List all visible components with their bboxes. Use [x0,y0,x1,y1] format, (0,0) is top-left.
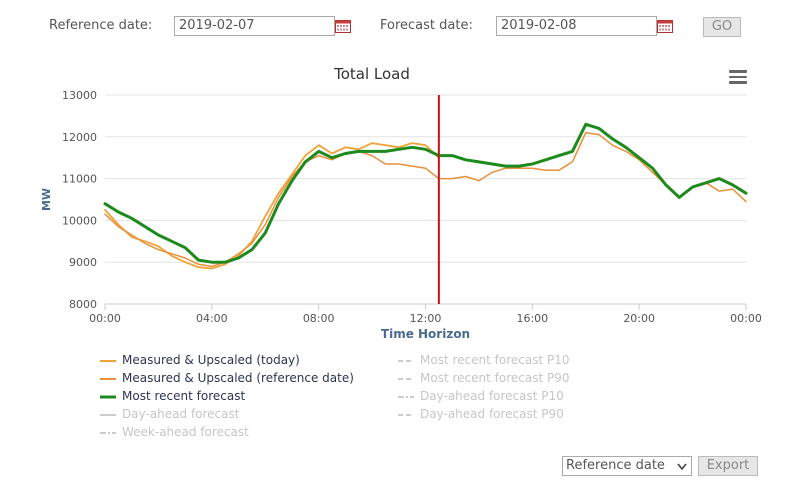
reference-date-input[interactable]: 2019-02-07 [174,16,335,36]
x-tick-label: 00:00 [89,312,121,325]
series-line-0 [104,142,440,270]
legend-item[interactable]: Week-ahead forecast [100,423,354,441]
legend-item[interactable]: Measured & Upscaled (reference date) [100,369,354,387]
forecast-calendar-icon[interactable] [657,19,673,33]
series-layer [103,122,748,270]
x-tick-label: 08:00 [303,312,335,325]
legend-item[interactable]: Day-ahead forecast [100,405,354,423]
x-tick-label: 04:00 [196,312,228,325]
y-tick-label: 11000 [62,173,97,186]
legend-swatch [100,377,116,380]
legend-item[interactable]: Measured & Upscaled (today) [100,351,354,369]
legend-right: Most recent forecast P10 Most recent fore… [398,351,569,423]
legend-swatch [398,377,414,380]
go-button[interactable]: GO [703,17,741,37]
legend-label: Most recent forecast [122,389,246,403]
legend-swatch [398,413,414,416]
legend-swatch [398,395,414,398]
legend-label: Day-ahead forecast P10 [420,389,564,403]
reference-date-select-value: Reference date [566,458,665,473]
y-axis-label: MW [40,188,53,211]
legend-swatch [100,359,116,362]
legend-item[interactable]: Most recent forecast P10 [398,351,569,369]
legend-swatch [100,431,116,434]
forecast-date-label: Forecast date: [380,18,473,33]
hamburger-menu-icon[interactable] [729,70,747,84]
legend-label: Most recent forecast P90 [420,371,570,385]
chart-grid [105,94,746,305]
x-tick-label: 00:00 [730,312,762,325]
legend-label: Measured & Upscaled (today) [122,353,300,367]
x-tick-label: 16:00 [516,312,548,325]
y-tick-label: 9000 [69,256,97,269]
reference-date-select[interactable]: Reference date [562,456,692,476]
y-tick-label: 13000 [62,89,97,102]
legend-label: Day-ahead forecast P90 [420,407,564,421]
legend-swatch [398,359,414,362]
y-axis-ticks: 8000 9000 10000 11000 12000 13000 [62,89,97,311]
chevron-down-icon [677,463,687,471]
legend-label: Week-ahead forecast [122,425,249,439]
export-button[interactable]: Export [698,456,758,476]
x-tick-label: 12:00 [410,312,442,325]
legend-left: Measured & Upscaled (today) Measured & Up… [100,351,354,441]
legend-label: Measured & Upscaled (reference date) [122,371,354,385]
legend-swatch [100,395,116,398]
y-tick-label: 10000 [62,214,97,227]
legend-item[interactable]: Day-ahead forecast P10 [398,387,569,405]
y-tick-label: 8000 [69,298,97,311]
legend-label: Day-ahead forecast [122,407,240,421]
reference-date-label: Reference date: [49,18,153,33]
legend-item[interactable]: Most recent forecast [100,387,354,405]
forecast-date-input[interactable]: 2019-02-08 [496,16,657,36]
chart-title: Total Load [333,65,410,83]
legend-swatch [100,413,116,416]
x-axis-label: Time Horizon [381,327,470,341]
series-line-2 [103,122,748,264]
total-load-chart: Total Load 8000900010000110001200013000 … [40,65,762,341]
y-tick-label: 12000 [62,131,97,144]
series-line-1 [104,131,747,268]
x-axis-ticks: 00:00 04:00 08:00 12:00 16:00 20:00 00:00 [89,304,762,325]
legend-label: Most recent forecast P10 [420,353,570,367]
legend-item[interactable]: Day-ahead forecast P90 [398,405,569,423]
x-tick-label: 20:00 [623,312,655,325]
reference-calendar-icon[interactable] [335,19,351,33]
legend-item[interactable]: Most recent forecast P90 [398,369,569,387]
